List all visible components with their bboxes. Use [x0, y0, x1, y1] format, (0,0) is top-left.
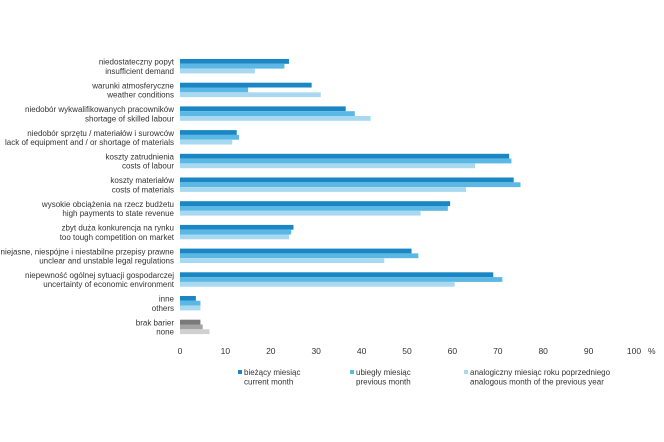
x-tick-label-100: 100: [627, 346, 641, 356]
bars-layer: [180, 59, 521, 335]
x-tick-label-70: 70: [493, 346, 503, 356]
x-tick-label-40: 40: [357, 346, 367, 356]
legend-swatch-3: [464, 370, 468, 374]
category-label-6-line-1: koszty materiałów: [110, 176, 174, 185]
bar-9-series-2: [180, 253, 419, 259]
category-label-8-line-1: zbyt duża konkurencja na rynku: [61, 224, 174, 233]
bar-10-series-1: [180, 272, 494, 278]
category-label-2-line-2: weather conditions: [106, 91, 174, 100]
category-label-10-line-1: niepewność ogólnej sytuacji gospodarczej: [25, 271, 174, 280]
legend-label-2-line-2: previous month: [356, 378, 411, 387]
bar-7-series-3: [180, 210, 421, 216]
x-axis-ticks: 0 10 20 30 40 50 60 70 80 90 100%: [178, 346, 656, 356]
bar-10-series-3: [180, 281, 455, 287]
x-tick-label-50: 50: [402, 346, 412, 356]
bar-6-series-1: [180, 177, 514, 183]
legend-swatch-1: [238, 370, 242, 374]
x-tick-label-20: 20: [266, 346, 276, 356]
category-label-9-line-2: unclear and unstable legal regulations: [39, 257, 174, 266]
category-label-6-line-2: costs of materials: [112, 185, 174, 194]
category-label-11-line-1: inne: [159, 295, 175, 304]
bar-1-series-2: [180, 63, 285, 69]
category-label-3-line-2: shortage of skilled labour: [85, 114, 174, 123]
bar-6-series-3: [180, 187, 467, 192]
category-label-5-line-2: costs of labour: [122, 162, 174, 171]
legend-label-3-line-2: analogous month of the previous year: [470, 378, 604, 387]
category-label-7-line-1: wysokie obciążenia na rzecz budżetu: [41, 200, 174, 209]
x-axis-unit: %: [648, 346, 656, 356]
bar-11-series-1: [180, 296, 196, 301]
bar-11-series-3: [180, 305, 201, 311]
bar-3-series-2: [180, 111, 355, 116]
bar-10-series-2: [180, 277, 503, 282]
category-label-7-line-2: high payments to state revenue: [62, 209, 174, 218]
category-label-1-line-1: niedostateczny popyt: [99, 58, 175, 67]
category-label-1-line-2: insufficient demand: [105, 67, 174, 76]
bar-5-series-1: [180, 153, 510, 159]
bar-2-series-1: [180, 82, 312, 88]
bar-1-series-3: [180, 68, 255, 74]
category-label-12-line-1: brak barier: [136, 318, 175, 327]
category-label-9-line-1: niejasne, niespójne i niestabilne przepi…: [1, 247, 175, 256]
category-label-2-line-1: warunki atmosferyczne: [91, 81, 174, 90]
bar-2-series-3: [180, 92, 321, 98]
x-tick-label-80: 80: [538, 346, 548, 356]
bar-5-series-2: [180, 158, 512, 164]
legend-label-3-line-1: analogiczny miesiąc roku poprzedniego: [470, 368, 611, 377]
category-label-10-line-2: uncertainty of economic environment: [43, 280, 175, 289]
bar-1-series-1: [180, 59, 289, 64]
bar-11-series-2: [180, 300, 201, 306]
bar-7-series-1: [180, 201, 451, 206]
category-label-5-line-1: koszty zatrudnienia: [106, 153, 175, 162]
x-tick-label-60: 60: [448, 346, 458, 356]
x-tick-label-90: 90: [584, 346, 594, 356]
legend-label-2-line-1: ubiegły miesiąc: [356, 368, 411, 377]
bar-5-series-3: [180, 163, 476, 169]
category-label-4-line-2: lack of equipment and / or shortage of m…: [5, 138, 174, 147]
bar-4-series-3: [180, 139, 233, 145]
legend-swatch-2: [350, 370, 354, 374]
bar-3-series-1: [180, 106, 346, 112]
bar-12-series-1: [180, 319, 201, 325]
legend-label-1-line-1: bieżący miesiąc: [244, 368, 300, 377]
bar-6-series-2: [180, 182, 521, 188]
x-tick-label-30: 30: [311, 346, 321, 356]
bar-8-series-1: [180, 224, 294, 230]
bar-8-series-2: [180, 229, 292, 235]
legend-label-1-line-2: current month: [244, 378, 293, 387]
x-tick-label-10: 10: [221, 346, 231, 356]
bar-12-series-3: [180, 329, 210, 335]
category-label-3-line-1: niedobór wykwalifikowanych pracowników: [25, 105, 174, 114]
category-label-8-line-2: too tough competition on market: [60, 233, 175, 242]
category-label-11-line-2: others: [152, 304, 174, 313]
category-label-12-line-2: none: [156, 328, 174, 337]
bar-12-series-2: [180, 324, 203, 330]
category-label-4-line-1: niedobór sprzętu / materiałów i surowców: [27, 129, 174, 138]
bar-9-series-3: [180, 258, 385, 263]
bar-4-series-2: [180, 134, 240, 140]
bar-2-series-2: [180, 87, 249, 93]
bar-3-series-3: [180, 116, 371, 121]
x-tick-label-0: 0: [178, 346, 183, 356]
bar-8-series-3: [180, 234, 289, 240]
bar-7-series-2: [180, 206, 448, 211]
bar-9-series-1: [180, 248, 412, 254]
bar-4-series-1: [180, 130, 237, 135]
